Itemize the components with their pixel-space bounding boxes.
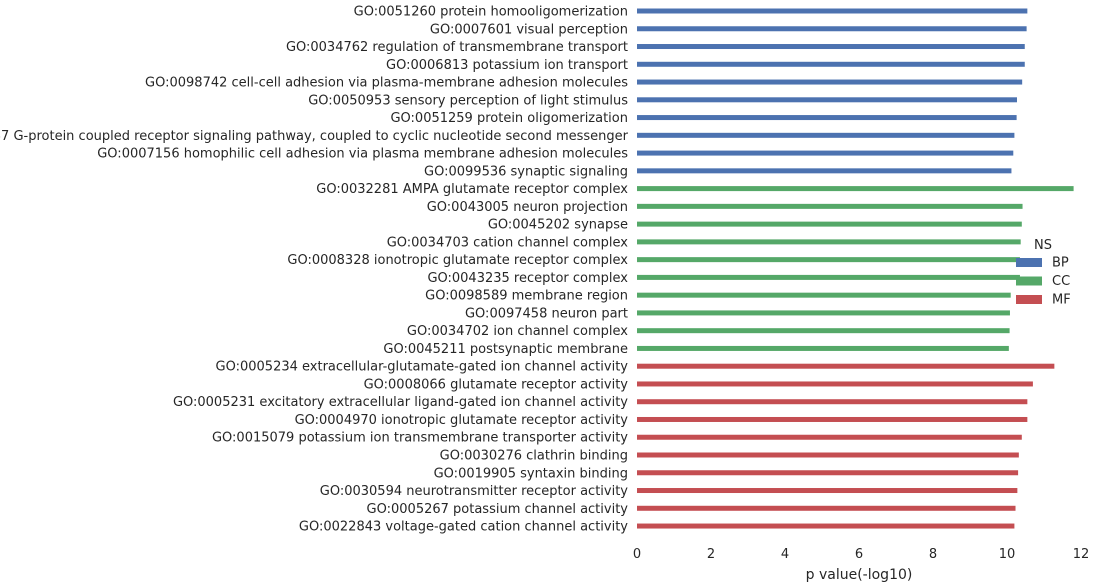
bar-cc xyxy=(637,221,1022,227)
category-label: GO:0050953 sensory perception of light s… xyxy=(308,93,628,108)
category-label: GO:0045211 postsynaptic membrane xyxy=(383,342,628,357)
bar-cc xyxy=(637,310,1010,316)
bar-mf xyxy=(637,399,1028,405)
bar-cc xyxy=(637,186,1074,192)
category-label: GO:0030276 clathrin binding xyxy=(440,449,628,464)
category-label: GO:0005267 potassium channel activity xyxy=(367,502,629,517)
bar-bp xyxy=(637,132,1015,138)
bar-cc xyxy=(637,292,1011,298)
category-label: GO:0019905 syntaxin binding xyxy=(434,466,628,481)
legend-swatch-mf xyxy=(1016,295,1042,304)
x-tick-label: 10 xyxy=(999,547,1016,562)
category-label: GO:0034762 regulation of transmembrane t… xyxy=(286,40,628,55)
x-tick-label: 0 xyxy=(633,547,641,562)
category-labels-layer: GO:0051260 protein homooligomerization GO… xyxy=(0,5,629,535)
category-label: GO:0034702 ion channel complex xyxy=(407,324,628,339)
bars-layer xyxy=(637,8,1074,529)
bar-mf xyxy=(637,434,1022,440)
category-label: GO:0015079 potassium ion transmembrane t… xyxy=(212,431,628,446)
category-label: GO:0051259 protein oligomerization xyxy=(390,111,628,126)
category-label: GO:0007156 homophilic cell adhesion via … xyxy=(97,147,628,162)
bar-bp xyxy=(637,97,1017,103)
x-tick-label: 4 xyxy=(781,547,789,562)
bar-bp xyxy=(637,115,1017,121)
legend-label-bp: BP xyxy=(1052,256,1069,271)
bar-bp xyxy=(637,150,1014,156)
category-label: GO:0004970 ionotropic glutamate receptor… xyxy=(295,413,629,428)
bar-mf xyxy=(637,452,1019,458)
x-tick-label: 2 xyxy=(707,547,715,562)
x-tick-label: 12 xyxy=(1073,547,1090,562)
x-tick-label: 8 xyxy=(929,547,937,562)
category-label: GO:0007601 visual perception xyxy=(430,22,628,37)
bar-cc xyxy=(637,328,1010,334)
bar-bp xyxy=(637,26,1027,32)
bar-mf xyxy=(637,416,1028,422)
bar-cc xyxy=(637,239,1021,245)
x-axis-ticks-layer: 0 2 4 6 8 10 12 xyxy=(633,547,1089,562)
bar-mf xyxy=(637,523,1015,529)
x-tick-label: 6 xyxy=(855,547,863,562)
x-axis-title: p value(-log10) xyxy=(806,567,913,583)
legend-swatch-bp xyxy=(1016,258,1042,267)
bar-mf xyxy=(637,488,1018,494)
category-label: GO:0007187 G-protein coupled receptor si… xyxy=(0,129,629,144)
category-label: GO:0008328 ionotropic glutamate receptor… xyxy=(287,253,628,268)
category-label: GO:0097458 neuron part xyxy=(465,306,628,321)
bar-bp xyxy=(637,79,1023,85)
bar-cc xyxy=(637,274,1020,280)
category-label: GO:0098589 membrane region xyxy=(425,289,628,304)
category-label: GO:0032281 AMPA glutamate receptor compl… xyxy=(316,182,628,197)
bar-cc xyxy=(637,345,1009,351)
category-label: GO:0051260 protein homooligomerization xyxy=(354,5,628,20)
category-label: GO:0099536 synaptic signaling xyxy=(424,164,628,179)
bar-bp xyxy=(637,168,1012,174)
bar-bp xyxy=(637,44,1025,50)
category-label: GO:0005231 excitatory extracellular liga… xyxy=(173,395,628,410)
category-label: GO:0022843 voltage-gated cation channel … xyxy=(299,520,628,535)
category-label: GO:0030594 neurotransmitter receptor act… xyxy=(320,484,629,499)
bar-mf xyxy=(637,505,1016,511)
bar-mf xyxy=(637,470,1019,476)
legend-swatch-cc xyxy=(1016,276,1042,286)
bar-cc xyxy=(637,257,1020,263)
legend-label-cc: CC xyxy=(1052,274,1070,289)
category-label: GO:0043235 receptor complex xyxy=(427,271,628,286)
bar-cc xyxy=(637,203,1023,209)
legend-title: NS xyxy=(1034,238,1052,253)
category-label: GO:0098742 cell-cell adhesion via plasma… xyxy=(145,76,628,91)
legend-label-mf: MF xyxy=(1052,293,1071,308)
bar-bp xyxy=(637,61,1025,67)
bar-mf xyxy=(637,381,1033,387)
category-label: GO:0008066 glutamate receptor activity xyxy=(364,377,629,392)
bar-bp xyxy=(637,8,1028,14)
category-label: GO:0045202 synapse xyxy=(488,218,628,233)
category-label: GO:0034703 cation channel complex xyxy=(387,235,629,250)
category-label: GO:0006813 potassium ion transport xyxy=(386,58,628,73)
category-label: GO:0043005 neuron projection xyxy=(427,200,628,215)
bar-mf xyxy=(637,363,1055,369)
category-label: GO:0005234 extracellular-glutamate-gated… xyxy=(216,360,629,375)
